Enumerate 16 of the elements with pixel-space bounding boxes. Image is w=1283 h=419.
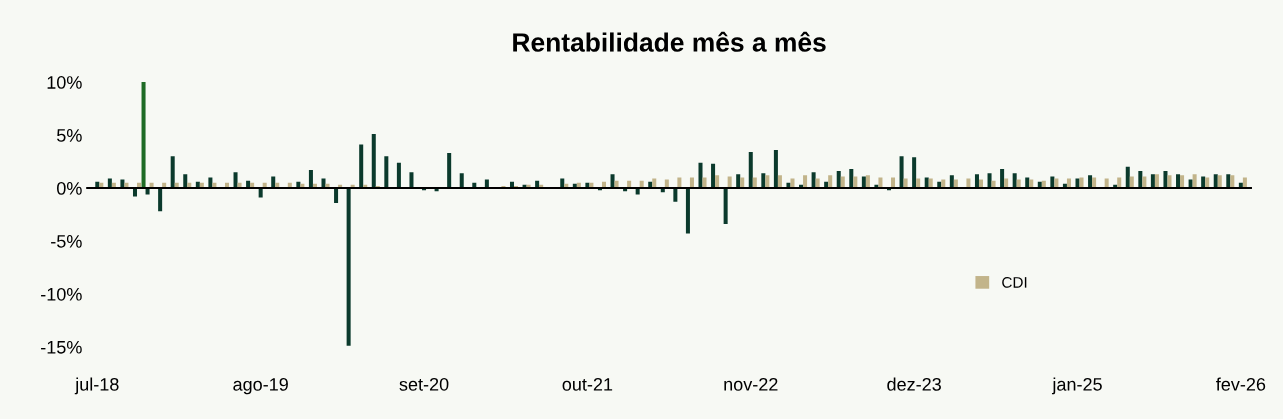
y-tick-label: 10% — [47, 76, 82, 89]
y-tick-label: -15% — [41, 340, 82, 354]
x-tick-label: out-21 — [562, 377, 613, 391]
x-tick-label: fev-26 — [1216, 377, 1266, 391]
y-tick-label: 5% — [57, 129, 82, 142]
y-tick-label: 0% — [56, 181, 82, 195]
legend-label: CDI — [1002, 276, 1027, 288]
x-tick-label: nov-22 — [724, 377, 778, 391]
x-tick-label: jan-25 — [1051, 377, 1102, 395]
y-tick-label: -10% — [41, 287, 82, 301]
chart-title: Rentabilidade mês a mês — [513, 31, 826, 52]
y-tick-label: -5% — [51, 235, 82, 248]
x-tick-label: jul-18 — [74, 377, 119, 395]
x-tick-label: dez-23 — [887, 377, 941, 391]
x-tick-label: ago-19 — [233, 377, 288, 395]
x-tick-label: set-20 — [399, 377, 449, 391]
